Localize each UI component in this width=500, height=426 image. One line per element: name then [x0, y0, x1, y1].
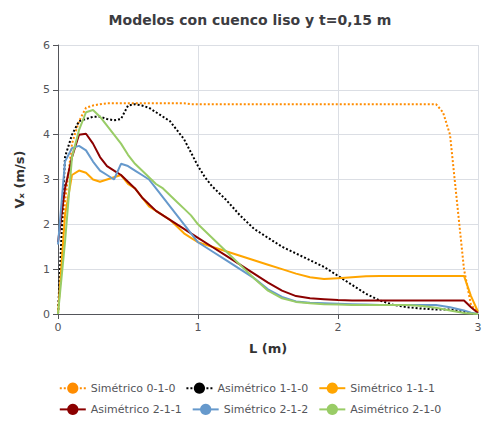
svg-text:3: 3 — [475, 321, 482, 334]
svg-text:Asimétrico 2-1-1: Asimétrico 2-1-1 — [91, 403, 182, 416]
svg-text:5: 5 — [43, 83, 50, 96]
svg-text:Asimétrico 2-1-0: Asimétrico 2-1-0 — [350, 403, 441, 416]
svg-text:Asimétrico 1-1-0: Asimétrico 1-1-0 — [217, 382, 308, 395]
svg-text:0: 0 — [43, 308, 50, 321]
svg-text:4: 4 — [43, 128, 50, 141]
svg-text:Simétrico 0-1-0: Simétrico 0-1-0 — [91, 382, 176, 395]
svg-text:1: 1 — [195, 321, 202, 334]
svg-text:2: 2 — [335, 321, 342, 334]
svg-text:3: 3 — [43, 173, 50, 186]
svg-text:Vₓ (m/s): Vₓ (m/s) — [12, 151, 27, 209]
svg-text:Simétrico 1-1-1: Simétrico 1-1-1 — [350, 382, 435, 395]
svg-text:6: 6 — [43, 39, 50, 52]
svg-text:0: 0 — [55, 321, 62, 334]
svg-text:L (m): L (m) — [249, 341, 287, 356]
svg-text:1: 1 — [43, 263, 50, 276]
svg-text:Simétrico 2-1-2: Simétrico 2-1-2 — [224, 403, 309, 416]
svg-text:Modelos con cuenco liso y t=0,: Modelos con cuenco liso y t=0,15 m — [109, 12, 392, 28]
svg-text:2: 2 — [43, 218, 50, 231]
